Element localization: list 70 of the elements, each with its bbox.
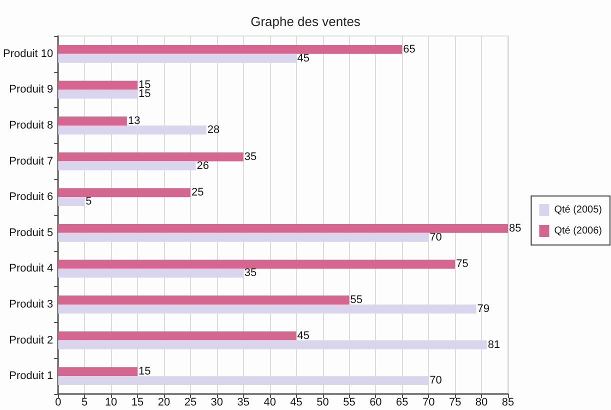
data-label: 35 xyxy=(244,150,257,163)
data-label: 28 xyxy=(207,124,220,136)
bar xyxy=(58,152,244,162)
data-label: 55 xyxy=(350,294,362,306)
data-label: 15 xyxy=(138,88,151,100)
y-tick-label: Produit 10 xyxy=(2,48,54,60)
data-label: 13 xyxy=(128,115,140,128)
bar xyxy=(58,197,85,206)
bar xyxy=(58,90,138,99)
x-tick-label: 25 xyxy=(184,396,197,408)
x-tick-label: 45 xyxy=(290,396,302,408)
data-label: 85 xyxy=(509,222,522,234)
bar xyxy=(58,296,350,304)
bar xyxy=(58,126,206,134)
data-label: 65 xyxy=(403,43,416,56)
data-label: 70 xyxy=(430,231,442,244)
y-tick-label: Produit 1 xyxy=(9,370,54,382)
x-tick-label: 35 xyxy=(237,396,250,408)
legend-label: Qté (2005) xyxy=(554,204,602,216)
x-tick-label: 85 xyxy=(502,396,514,408)
x-tick-label: 75 xyxy=(448,396,462,408)
y-tick-label: Produit 9 xyxy=(9,84,54,96)
chart-title: Graphe des ventes xyxy=(250,14,361,29)
data-label: 79 xyxy=(477,302,490,315)
x-tick-label: 55 xyxy=(343,396,356,408)
y-tick-label: Produit 3 xyxy=(9,298,54,310)
x-tick-label: 40 xyxy=(264,396,276,408)
legend-label: Qté (2006) xyxy=(554,226,602,236)
bar xyxy=(58,367,138,376)
bar xyxy=(58,161,196,170)
bar xyxy=(58,304,476,314)
x-tick-label: 5 xyxy=(82,396,88,408)
data-label: 15 xyxy=(138,366,151,378)
data-label: 45 xyxy=(297,52,310,64)
bar xyxy=(58,224,508,233)
bar xyxy=(58,54,296,63)
bar xyxy=(58,44,402,54)
x-tick-label: 30 xyxy=(210,396,224,408)
y-tick-label: Produit 2 xyxy=(9,334,54,346)
bar xyxy=(58,268,244,278)
y-tick-label: Produit 5 xyxy=(9,226,54,239)
bar xyxy=(58,80,138,90)
bar xyxy=(58,340,487,350)
x-tick-label: 10 xyxy=(104,396,118,408)
x-tick-label: 0 xyxy=(55,396,62,408)
data-label: 25 xyxy=(191,186,204,199)
bar xyxy=(58,331,296,340)
x-tick-label: 80 xyxy=(475,396,488,408)
data-label: 35 xyxy=(244,267,257,280)
y-tick-label: Produit 6 xyxy=(9,191,54,204)
bar xyxy=(58,376,429,386)
bar xyxy=(58,232,429,242)
x-tick-label: 60 xyxy=(370,396,382,408)
data-label: 26 xyxy=(196,160,209,172)
bar xyxy=(58,116,127,126)
data-label: 75 xyxy=(456,258,468,270)
x-tick-label: 65 xyxy=(396,396,408,408)
bar xyxy=(58,260,456,269)
data-label: 5 xyxy=(86,196,92,208)
x-tick-label: 50 xyxy=(316,396,329,408)
data-label: 45 xyxy=(297,330,310,342)
data-label: 81 xyxy=(488,338,500,351)
bar xyxy=(58,188,190,198)
x-tick-label: 15 xyxy=(131,396,144,408)
y-tick-label: Produit 4 xyxy=(9,262,54,275)
data-label: 70 xyxy=(430,374,442,387)
y-tick-label: Produit 7 xyxy=(9,155,54,168)
y-tick-label: Produit 8 xyxy=(9,120,54,132)
x-tick-label: 20 xyxy=(158,396,170,408)
x-tick-label: 70 xyxy=(422,396,435,408)
